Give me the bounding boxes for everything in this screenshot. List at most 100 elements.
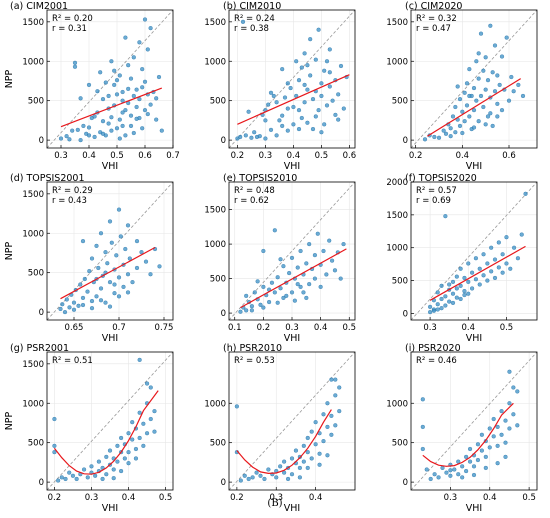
panel-7-point-33	[130, 420, 135, 425]
panel-8-point-13	[278, 464, 283, 469]
panel-9-point-7	[440, 465, 445, 470]
panel-8-point-2	[238, 478, 243, 483]
panel-2-point-32	[302, 51, 307, 56]
panel-8-point-47	[305, 465, 310, 470]
panel-1-point-63	[148, 26, 153, 31]
panel-6-point-12	[450, 279, 456, 284]
panel-2-point-36	[308, 73, 313, 78]
panel-9-point-11	[452, 467, 457, 472]
panel-9-point-8	[444, 470, 449, 475]
panel-1-point-41	[123, 133, 128, 138]
panel-7-point-1	[52, 443, 57, 448]
panel-6-point-33	[489, 245, 494, 250]
panel-7-point-25	[115, 459, 120, 464]
panel-8-point-18	[289, 472, 295, 477]
panel-9-point-22	[475, 457, 481, 463]
panel-1-point-33	[117, 117, 122, 122]
panel-6-point-17	[458, 266, 463, 271]
panel-4-diagonal	[47, 182, 173, 320]
panel-9-point-48	[495, 461, 500, 466]
panel-1-point-6	[75, 127, 80, 132]
panel-2-point-30	[299, 65, 304, 70]
panel-4-ytick-label-2: 1000	[22, 229, 44, 239]
panel-7-point-0	[52, 416, 57, 422]
panel-6-point-39	[500, 252, 505, 257]
panel-7-point-5	[63, 476, 68, 482]
panel-8-point-48	[317, 462, 322, 467]
panel-3-title: (c) CIM2020	[405, 1, 462, 12]
panel-3-frame	[410, 9, 538, 149]
panel-1-point-24	[109, 59, 114, 64]
panel-1-point-74	[126, 63, 131, 68]
panel-3-point-61	[467, 93, 472, 99]
panel-6-point-51	[447, 282, 452, 287]
panel-1-annotation-0: R² = 0.20	[52, 14, 93, 24]
panel-5-point-37	[324, 272, 329, 277]
panel-5-point-40	[332, 268, 338, 273]
panel-2-xlabel: VHI	[284, 161, 300, 172]
panel-5-point-47	[261, 305, 266, 310]
panel-5-point-8	[261, 284, 266, 289]
panel-2-point-14	[268, 127, 274, 132]
panel-3-point-51	[509, 74, 514, 80]
panel-9-point-28	[487, 445, 492, 450]
panel-6-point-15	[454, 295, 459, 300]
panel-1-xtick-label-1: 0.4	[82, 151, 96, 161]
panel-3-annotation-1: r = 0.47	[416, 24, 451, 34]
panel-2-point-68	[302, 82, 307, 87]
panel-4-point-14	[87, 269, 92, 274]
panel-5-point-28	[307, 282, 312, 287]
panel-9-xtick-label-1: 0.4	[483, 493, 497, 503]
panel-8-point-25	[305, 450, 310, 455]
panel-8-point-30	[313, 420, 318, 425]
panel-3-point-19	[467, 114, 472, 119]
panel-3-point-0	[422, 137, 428, 142]
panel-3-ytick-label-1: 500	[392, 97, 408, 107]
panel-5-ytick-label-0: 0	[221, 309, 226, 319]
panel-7-point-42	[148, 385, 153, 390]
panel-7-point-2	[52, 450, 57, 455]
panel-1-point-66	[154, 117, 159, 122]
panel-4-point-40	[125, 223, 131, 228]
panel-6-annotation-1: r = 0.69	[416, 196, 451, 206]
panel-7-point-44	[152, 429, 157, 434]
panel-5-point-4	[249, 304, 254, 309]
panel-2-point-1	[238, 134, 243, 140]
panel-1-point-7	[78, 138, 83, 143]
panel-6-point-41	[504, 235, 509, 240]
panel-3-plot-area	[411, 10, 537, 148]
panel-4-point-31	[112, 291, 117, 296]
panel-7-point-46	[137, 357, 142, 362]
panel-5-point-15	[278, 286, 283, 291]
panel-6-point-21	[466, 261, 471, 266]
panel-3-point-20	[467, 67, 472, 72]
panel-8-point-40	[333, 423, 338, 428]
panel-7-point-48	[111, 476, 116, 481]
panel-7-ytick-label-3: 1500	[22, 360, 44, 370]
panel-2-point-12	[266, 102, 271, 107]
panel-8-point-43	[333, 377, 338, 382]
panel-8-title: (h) PSR2010	[223, 343, 282, 354]
panel-6-point-11	[447, 299, 452, 304]
panel-3-point-36	[485, 78, 491, 83]
panel-6-point-42	[508, 266, 513, 271]
panel-4-ylabel: NPP	[4, 241, 15, 260]
panel-6-point-22	[470, 286, 475, 291]
panel-6-point-26	[477, 282, 482, 287]
panel-6-xtick-label-2: 0.5	[500, 323, 514, 333]
panel-9-fit-line	[422, 402, 514, 467]
panel-1-point-55	[140, 126, 145, 131]
panel-3-diagonal	[411, 10, 537, 148]
panel-2-point-59	[263, 118, 268, 123]
panel-3-point-62	[455, 84, 460, 89]
panel-9-point-0	[420, 397, 425, 402]
panel-3-point-40	[490, 123, 495, 128]
panel-8-plot-area	[229, 352, 355, 490]
panel-9-point-40	[511, 385, 516, 390]
panel-2: 0.2 0.3 0.4 0.5 0.6 0 500 1000 1500 (b) CIM2010 R²…	[204, 1, 356, 172]
panel-5-point-2	[244, 308, 249, 313]
panel-8-point-17	[289, 456, 295, 461]
panel-2-point-47	[322, 122, 327, 127]
panel-3-point-63	[488, 111, 493, 116]
panel-6-point-48	[435, 307, 440, 312]
